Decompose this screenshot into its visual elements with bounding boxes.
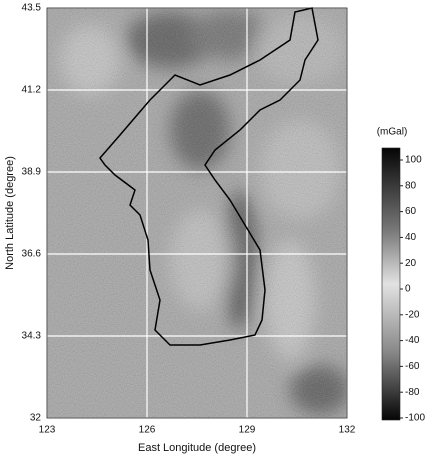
plot-frame (46, 7, 348, 419)
coastline (99, 7, 319, 346)
y-axis-label: North Latitude (degree) (4, 156, 16, 270)
x-tick-label: 129 (239, 425, 256, 436)
x-tick-label: 123 (39, 425, 56, 436)
y-tick-label: 41.2 (22, 85, 42, 96)
x-tick-label: 132 (339, 425, 356, 436)
colorbar-tick-label: -100 (405, 413, 425, 424)
x-axis-label: East Longitude (degree) (138, 442, 256, 454)
anomaly-field (47, 8, 347, 418)
y-tick-label: 34.3 (22, 331, 42, 342)
x-tick-label: 126 (139, 425, 156, 436)
colorbar (381, 147, 401, 421)
colorbar-tick-label: 20 (405, 258, 417, 269)
colorbar-tick-label: 80 (405, 180, 417, 191)
colorbar-tick-label: 100 (405, 155, 422, 166)
colorbar-tick-label: 60 (405, 206, 417, 217)
colorbar-tick-label: 40 (405, 232, 417, 243)
colorbar-tick-label: -80 (405, 387, 420, 398)
colorbar-tick-label: 0 (405, 284, 411, 295)
y-tick-label: 43.5 (22, 3, 42, 14)
colorbar-tick-label: -20 (405, 309, 420, 320)
colorbar-tick-label: -40 (405, 335, 420, 346)
y-tick-label: 36.6 (22, 249, 42, 260)
colorbar-tick-label: -60 (405, 361, 420, 372)
y-tick-label: 38.9 (22, 167, 42, 178)
colorbar-label: (mGal) (377, 127, 408, 138)
y-tick-label: 32 (30, 413, 42, 424)
